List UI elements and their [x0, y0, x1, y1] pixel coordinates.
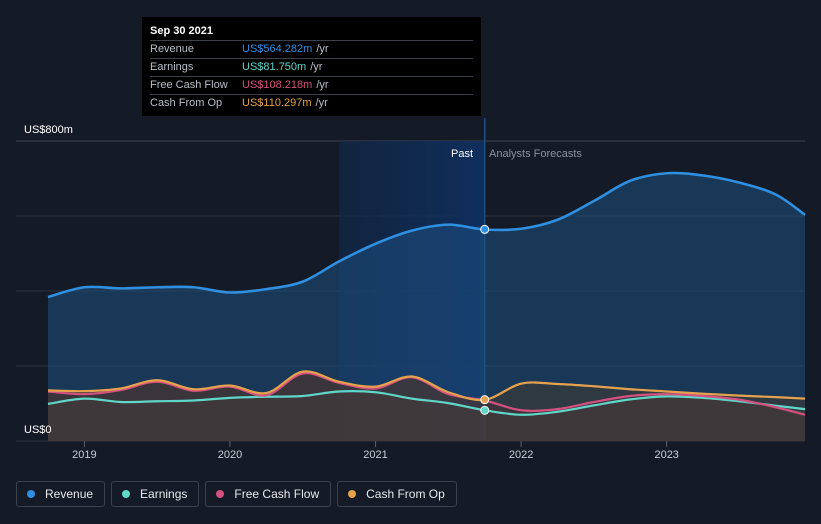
chart-canvas: US$800m US$0 Past Analysts Forecasts 201…: [16, 118, 806, 461]
x-tick-label: 2019: [72, 449, 96, 461]
legend-dot-icon: [216, 490, 225, 498]
tooltip-date: Sep 30 2021: [150, 25, 213, 37]
tooltip-value: US$564.282m: [242, 43, 313, 55]
past-label: Past: [451, 148, 473, 160]
legend-label: Revenue: [45, 487, 94, 501]
y-axis-top-label: US$800m: [24, 124, 73, 136]
tooltip-value: US$81.750m: [242, 61, 307, 73]
line-revenue: [47, 171, 806, 299]
x-tick-label: 2023: [654, 449, 678, 461]
legend-item-free-cash-flow[interactable]: Free Cash Flow: [205, 481, 332, 507]
legend-item-earnings[interactable]: Earnings: [111, 481, 200, 507]
x-tick-label: 2021: [363, 449, 387, 461]
legend-label: Earnings: [140, 487, 188, 501]
series-lines: [47, 171, 806, 416]
x-tick-label: 2020: [218, 449, 242, 461]
legend-item-revenue[interactable]: Revenue: [16, 481, 106, 507]
area-free-cash-flow: [48, 373, 805, 441]
marker-cash-from-op: [480, 395, 490, 405]
tooltip-row-free-cash-flow: Free Cash Flow US$108.218m /yr: [150, 76, 473, 94]
x-tick-label: 2022: [509, 449, 533, 461]
legend-dot-icon: [27, 490, 35, 498]
tooltip-label: Free Cash Flow: [150, 79, 228, 91]
tooltip-row-revenue: Revenue US$564.282m /yr: [150, 40, 473, 58]
tooltip-row-cash-from-op: Cash From Op US$110.297m /yr: [150, 94, 473, 112]
marker-revenue: [480, 224, 490, 234]
tooltip: Sep 30 2021 Revenue US$564.282m /yr Earn…: [142, 17, 481, 116]
forecast-label: Analysts Forecasts: [489, 148, 582, 160]
hover-markers: [480, 224, 490, 415]
tooltip-unit: /yr: [316, 79, 329, 91]
line-cash-from-op: [47, 370, 806, 402]
tooltip-row-earnings: Earnings US$81.750m /yr: [150, 58, 473, 76]
tooltip-label: Cash From Op: [150, 97, 223, 109]
marker-earnings: [480, 405, 490, 415]
y-axis-bottom-label: US$0: [24, 424, 52, 436]
tooltip-label: Earnings: [150, 61, 194, 73]
line-earnings: [47, 390, 806, 416]
legend: Revenue Earnings Free Cash Flow Cash Fro…: [16, 481, 457, 507]
tooltip-label: Revenue: [150, 43, 195, 55]
area-revenue: [48, 172, 805, 442]
tooltip-unit: /yr: [316, 43, 329, 55]
line-free-cash-flow: [47, 372, 806, 416]
x-axis: 2019 2020 2021 2022 2023: [72, 441, 679, 461]
legend-label: Free Cash Flow: [234, 487, 320, 501]
tooltip-unit: /yr: [315, 97, 328, 109]
area-earnings: [48, 391, 805, 441]
tooltip-unit: /yr: [310, 61, 323, 73]
legend-dot-icon: [348, 490, 357, 498]
legend-item-cash-from-op[interactable]: Cash From Op: [337, 481, 457, 507]
legend-dot-icon: [122, 490, 131, 498]
legend-label: Cash From Op: [366, 487, 445, 501]
tooltip-value: US$110.297m: [242, 97, 312, 109]
tooltip-value: US$108.218m: [242, 79, 313, 91]
